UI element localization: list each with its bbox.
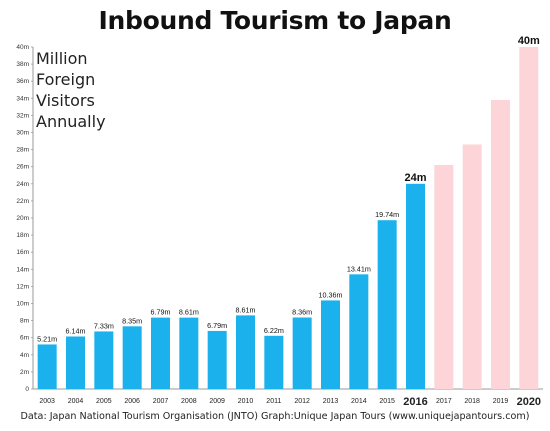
- bar-2007: [151, 317, 170, 389]
- data-label-2020: 40m: [518, 35, 540, 47]
- data-label-2016: 24m: [404, 172, 426, 184]
- data-label-2004: 6.14m: [66, 327, 86, 336]
- x-tick-2017: 2017: [436, 398, 452, 405]
- y-tick-label: 14m: [16, 266, 29, 273]
- x-tick-2003: 2003: [39, 398, 55, 405]
- data-labels: 5.21m 6.14m 7.33m 8.35m 6.79m 8.61m 6.79m 8.61m…: [37, 35, 540, 343]
- data-label-2013: 10.36m: [319, 290, 343, 299]
- bar-2020: [519, 47, 539, 389]
- y-tick-label: 36m: [16, 78, 29, 85]
- y-axis-label: Million Foreign Visitors Annually: [36, 48, 106, 132]
- x-tick-labels: 2003 2004 2005 2006 2007 2008 2009 2010 2011 2012…: [39, 396, 541, 408]
- x-tick-2012: 2012: [294, 398, 310, 405]
- x-tick-2011: 2011: [266, 398, 281, 405]
- bar-2006: [122, 326, 142, 389]
- x-tick-2006: 2006: [124, 398, 140, 405]
- y-axis-label-line-3: Visitors: [36, 91, 95, 110]
- y-axis-label-line-4: Annually: [36, 112, 106, 131]
- data-label-2007: 6.79m: [151, 308, 171, 317]
- data-label-2011: 6.22m: [264, 326, 284, 335]
- y-axis-label-line-1: Million: [36, 49, 88, 68]
- y-tick-label: 24m: [16, 181, 29, 188]
- x-tick-2019: 2019: [493, 398, 509, 405]
- x-tick-2018: 2018: [464, 398, 480, 405]
- bar-2018: [462, 144, 482, 389]
- bar-2003: [37, 344, 57, 389]
- chart-title: Inbound Tourism to Japan: [98, 6, 452, 35]
- x-tick-2005: 2005: [96, 398, 112, 405]
- bar-2014: [349, 274, 369, 389]
- y-axis-label-line-2: Foreign: [36, 70, 96, 89]
- y-tick-label: 4m: [20, 352, 29, 359]
- bar-2008: [179, 317, 199, 389]
- x-tick-2020: 2020: [517, 396, 541, 408]
- y-tick-label: 38m: [16, 61, 29, 68]
- y-tick-label: 0: [25, 386, 29, 393]
- y-tick-label: 30m: [16, 130, 29, 137]
- data-label-2014: 13.41m: [347, 264, 371, 273]
- data-label-2003: 5.21m: [37, 334, 57, 343]
- data-label-2005: 7.33m: [94, 321, 114, 330]
- y-tick-label: 26m: [16, 164, 29, 171]
- y-tick-label: 8m: [20, 318, 29, 325]
- x-tick-2008: 2008: [181, 398, 197, 405]
- data-label-2009: 6.79m: [207, 321, 227, 330]
- y-tick-label: 6m: [20, 335, 29, 342]
- y-tick-label: 22m: [16, 198, 29, 205]
- bar-2009: [207, 330, 227, 389]
- y-tick-label: 40m: [16, 44, 29, 51]
- x-tick-2014: 2014: [351, 398, 367, 405]
- data-label-2010: 8.61m: [236, 305, 256, 314]
- y-tick-label: 28m: [16, 147, 29, 154]
- source-caption: Data: Japan National Tourism Organisatio…: [20, 411, 530, 422]
- data-label-2012: 8.36m: [292, 308, 312, 317]
- data-label-2015: 19.74m: [375, 210, 399, 219]
- y-tick-label: 32m: [16, 112, 29, 119]
- y-tick-label: 16m: [16, 249, 29, 256]
- y-tick-label: 20m: [16, 215, 29, 222]
- data-label-2008: 8.61m: [179, 308, 199, 317]
- x-tick-2013: 2013: [323, 398, 339, 405]
- bar-2015: [377, 220, 397, 389]
- y-tick-label: 12m: [16, 283, 29, 290]
- x-tick-2010: 2010: [238, 398, 254, 405]
- y-tick-labels: 0 2m 4m 6m 8m 10m 12m 14m 16m 18m 20m 22m 24m 26m 28m 3…: [16, 44, 33, 393]
- y-tick-label: 34m: [16, 95, 29, 102]
- bar-2012: [292, 317, 312, 389]
- bar-2013: [321, 300, 340, 389]
- bar-2016: [406, 183, 425, 389]
- x-tick-2015: 2015: [379, 398, 395, 405]
- bar-2017: [434, 164, 454, 389]
- bar-2005: [94, 331, 114, 389]
- x-tick-2004: 2004: [68, 398, 84, 405]
- bar-2004: [66, 336, 85, 389]
- x-tick-2007: 2007: [153, 398, 169, 405]
- y-tick-label: 10m: [16, 301, 29, 308]
- bar-2011: [264, 335, 284, 389]
- data-label-2006: 8.35m: [122, 316, 142, 325]
- x-tick-2016: 2016: [403, 396, 427, 408]
- y-tick-label: 18m: [16, 232, 29, 239]
- x-tick-2009: 2009: [209, 398, 225, 405]
- bars: [37, 47, 539, 389]
- y-tick-label: 2m: [20, 369, 29, 376]
- bar-2019: [491, 100, 510, 389]
- bar-2010: [236, 315, 255, 389]
